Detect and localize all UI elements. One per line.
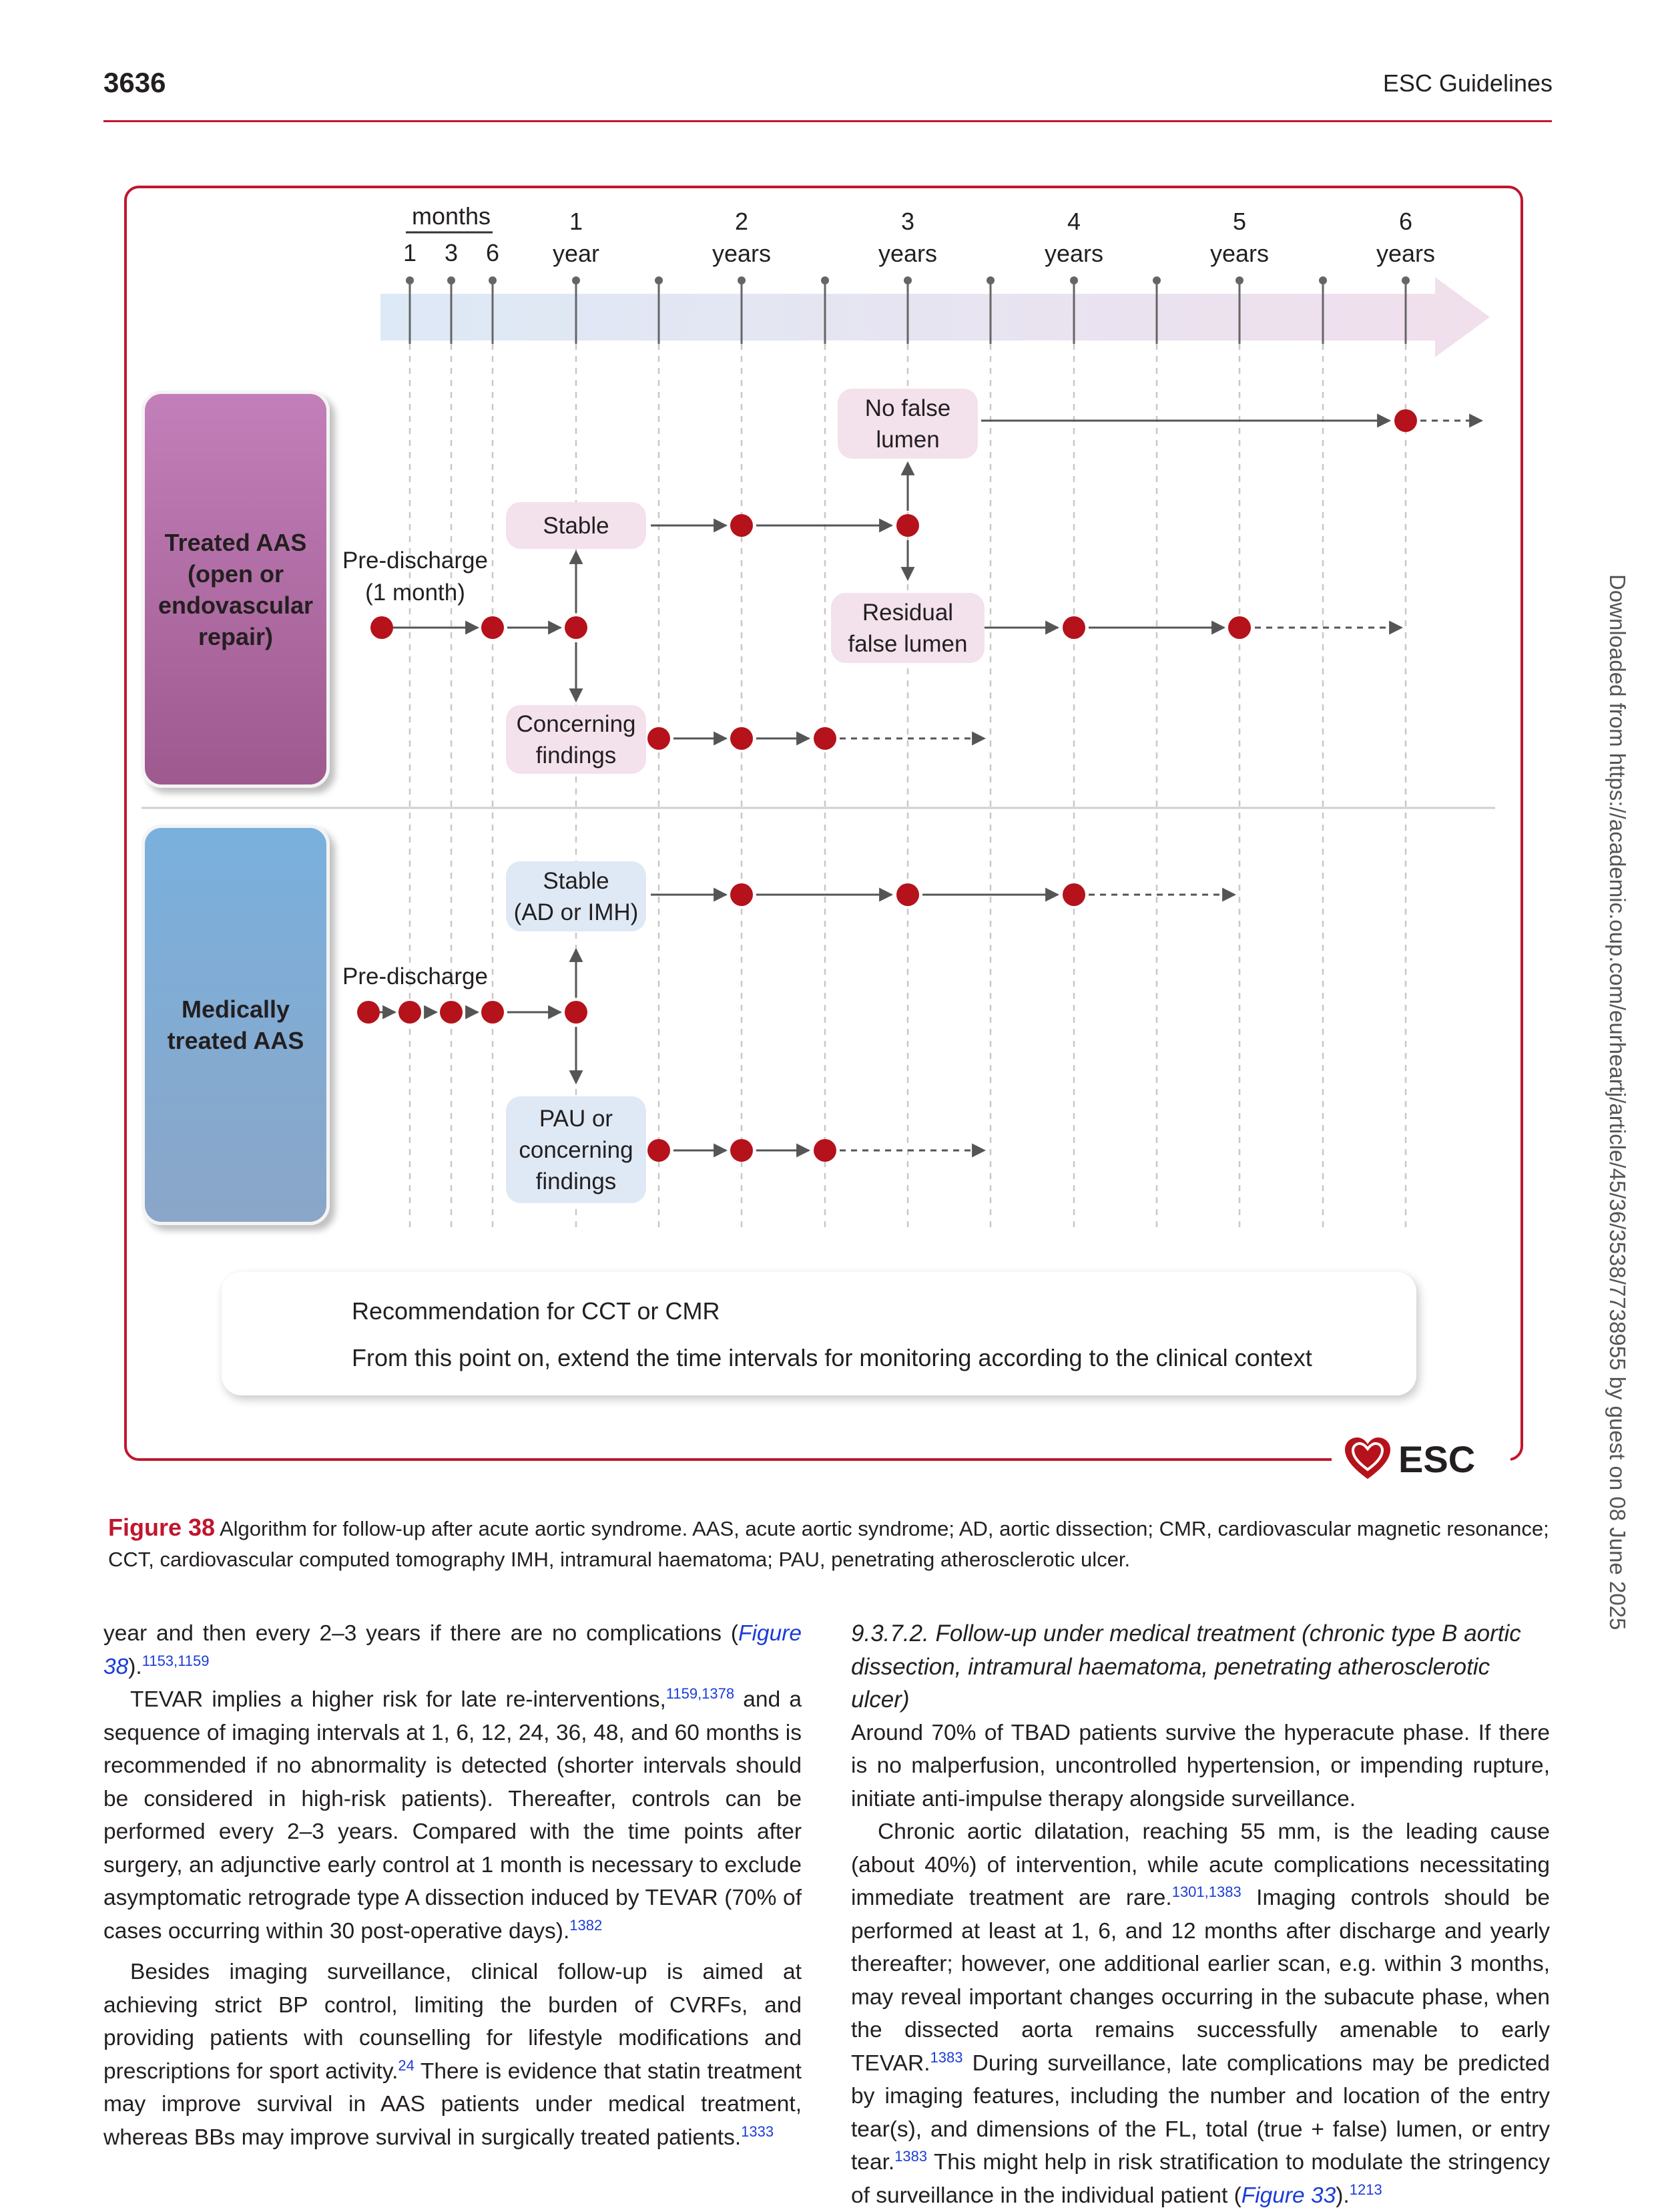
treated-dots: [370, 409, 1417, 750]
text-span: ).: [1336, 2183, 1350, 2208]
dot-med-3m: [440, 1001, 463, 1024]
text-span: Imaging controls should be performed at …: [851, 1886, 1550, 2076]
legend: Recommendation for CCT or CMR From this …: [222, 1272, 1416, 1395]
caption-label: Figure 38: [108, 1514, 216, 1541]
medical-stable-box: Stable (AD or IMH): [506, 861, 646, 931]
dot-med-1m: [398, 1001, 421, 1024]
figure-diagram: [142, 231, 1495, 1366]
tick-4-years: 4 years: [1044, 208, 1104, 267]
pau-concerning-box: PAU or concerning findings: [506, 1096, 646, 1203]
tick-3-months: 3: [444, 239, 459, 266]
esc-logo-text: ESC: [1398, 1437, 1476, 1480]
legend-arrow-label: From this point on, extend the time inte…: [352, 1344, 1312, 1371]
treated-one-month-label: (1 month): [365, 580, 465, 606]
dot-stable-3y: [896, 514, 919, 537]
dot-conc-1: [647, 727, 670, 750]
dot-conc-2: [730, 727, 753, 750]
tick-1-month: 1: [402, 239, 417, 266]
dot-predischarge: [370, 616, 393, 639]
medical-dashed-arrows: [840, 887, 1237, 1158]
medical-predischarge-label: Pre-discharge: [342, 963, 488, 989]
esc-logo: ESC: [1332, 1429, 1510, 1489]
figure-33-link[interactable]: Figure 33: [1241, 2183, 1336, 2208]
treated-stable-box: Stable: [506, 502, 646, 549]
medically-treated-group-label: Medically treated AAS: [142, 825, 330, 1225]
figure-frame: [124, 186, 1523, 1461]
no-false-lumen-box: No false lumen: [838, 389, 978, 459]
text-span: year and then every 2–3 years if there a…: [103, 1621, 739, 1646]
left-paragraph-2: TEVAR implies a higher risk for late re-…: [103, 1683, 802, 1948]
tick-6-years: 6 years: [1376, 208, 1436, 267]
treated-concerning-box: Concerning findings: [506, 705, 646, 774]
dot-res-5y: [1228, 616, 1251, 639]
text-span: There is evidence that statin treatment …: [103, 2058, 802, 2150]
text-span: This might help in risk stratification t…: [851, 2150, 1550, 2208]
caption-text: Algorithm for follow-up after acute aort…: [108, 1517, 1549, 1571]
treated-arrows: [390, 413, 1392, 746]
reference-link[interactable]: 1383: [894, 2147, 928, 2165]
header-rule: [103, 120, 1552, 122]
text-span: Besides imaging surveillance, clinical f…: [103, 1960, 802, 2084]
reference-link[interactable]: 1301,1383: [1171, 1883, 1241, 1900]
treated-dashed-arrows: [840, 413, 1484, 746]
timeline-tick-dots: [406, 276, 1410, 284]
legend-dot-label: Recommendation for CCT or CMR: [352, 1297, 720, 1325]
text-span: TEVAR implies a higher risk for late re-…: [130, 1687, 666, 1712]
text-span: ).: [128, 1654, 142, 1679]
page-number: 3636: [103, 67, 166, 98]
esc-heart-icon: [1345, 1437, 1390, 1479]
medical-arrows: [375, 887, 1060, 1158]
dot-res-4y: [1063, 616, 1085, 639]
dot-med-6m: [481, 1001, 504, 1024]
figure-38-link[interactable]: Figure 38: [103, 1621, 802, 1679]
dot-pau-3: [814, 1139, 836, 1162]
residual-false-lumen-box: Residual false lumen: [831, 593, 985, 663]
dot-pau-1: [647, 1139, 670, 1162]
right-column: 9.3.7.2. Follow-up under medical treatme…: [851, 1617, 1550, 2212]
left-paragraph-1: year and then every 2–3 years if there a…: [103, 1617, 802, 1683]
section-heading: 9.3.7.2. Follow-up under medical treatme…: [851, 1620, 1521, 1713]
dot-med-stable-3y: [896, 883, 919, 906]
left-column: year and then every 2–3 years if there a…: [103, 1617, 802, 2154]
dot-med-stable-4y: [1063, 883, 1085, 906]
dot-6-month: [565, 616, 587, 639]
guide-lines: [408, 344, 1407, 1232]
figure-caption: Figure 38 Algorithm for follow-up after …: [108, 1512, 1550, 1575]
reference-link[interactable]: 1159,1378: [665, 1685, 735, 1702]
reference-link[interactable]: 1153,1159: [142, 1652, 210, 1669]
tick-1-year: 1 year: [552, 208, 600, 267]
reference-link[interactable]: 24: [398, 2056, 415, 2074]
dot-stable-2y: [730, 514, 753, 537]
reference-link[interactable]: 1382: [569, 1916, 603, 1934]
dot-nfl-6y: [1394, 409, 1417, 432]
reference-link[interactable]: 1333: [741, 2123, 774, 2140]
dot-med-1y: [565, 1001, 587, 1024]
text-span: and a sequence of imaging intervals at 1…: [103, 1687, 802, 1944]
text-span: During surveillance, late complications …: [851, 2050, 1550, 2175]
tick-5-years: 5 years: [1209, 208, 1270, 267]
dot-med-stable-2y: [730, 883, 753, 906]
treated-aas-group-label: Treated AAS (open or endovascular repair…: [142, 391, 330, 788]
tick-2-years: 2 years: [712, 208, 772, 267]
journal-title: ESC Guidelines: [1382, 69, 1553, 97]
reference-link[interactable]: 1213: [1349, 2181, 1382, 2198]
medical-dots: [357, 883, 1085, 1162]
treated-predischarge-label: Pre-discharge: [342, 547, 488, 574]
timeline-ticks: [408, 280, 1407, 344]
tick-6-months: 6: [485, 239, 500, 266]
text-span: Chronic aortic dilatation, reaching 55 m…: [851, 1819, 1550, 1910]
left-paragraph-3: Besides imaging surveillance, clinical f…: [103, 1956, 802, 2154]
right-paragraph-2: Chronic aortic dilatation, reaching 55 m…: [851, 1815, 1550, 2212]
months-label: months: [411, 202, 491, 230]
dot-pau-2: [730, 1139, 753, 1162]
reference-link[interactable]: 1383: [930, 2048, 963, 2066]
tick-3-years: 3 years: [878, 208, 938, 267]
right-paragraph-1: Around 70% of TBAD patients survive the …: [851, 1720, 1550, 1811]
dot-conc-3: [814, 727, 836, 750]
dot-med-pre: [357, 1001, 380, 1024]
dot-1-month: [481, 616, 504, 639]
